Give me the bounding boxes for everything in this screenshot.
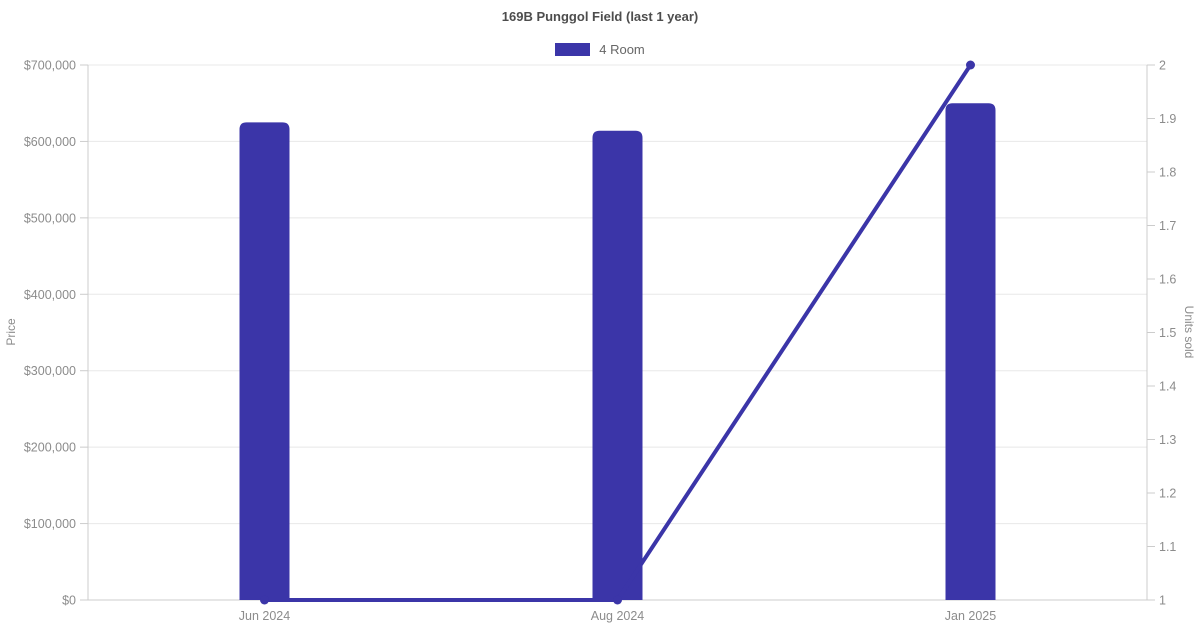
right-axis-tick-label: 1.8 bbox=[1159, 166, 1176, 180]
right-axis-tick-label: 1.4 bbox=[1159, 380, 1176, 394]
right-axis-tick-label: 1.7 bbox=[1159, 219, 1176, 233]
chart-title: 169B Punggol Field (last 1 year) bbox=[501, 9, 699, 24]
x-axis-label: Aug 2024 bbox=[591, 609, 645, 623]
left-axis-tick-label: $300,000 bbox=[24, 364, 76, 378]
right-axis-tick-label: 1.5 bbox=[1159, 326, 1176, 340]
right-axis-title: Units sold bbox=[1182, 305, 1196, 359]
price-bar bbox=[945, 103, 996, 600]
legend-swatch[interactable] bbox=[555, 43, 591, 56]
legend: 4 Room bbox=[0, 42, 1200, 57]
right-axis-tick-label: 1 bbox=[1159, 594, 1166, 608]
right-axis-tick-label: 1.3 bbox=[1159, 433, 1176, 447]
right-axis-tick-label: 1.2 bbox=[1159, 487, 1176, 501]
left-axis-tick-label: $400,000 bbox=[24, 288, 76, 302]
left-axis-tick-label: $500,000 bbox=[24, 211, 76, 225]
left-axis-tick-label: $600,000 bbox=[24, 135, 76, 149]
right-axis-tick-label: 1.6 bbox=[1159, 273, 1176, 287]
units-sold-point bbox=[966, 60, 975, 70]
units-sold-point bbox=[260, 595, 269, 605]
left-axis-tick-label: $0 bbox=[62, 594, 76, 608]
right-axis-tick-label: 1.1 bbox=[1159, 540, 1176, 554]
left-axis-tick-label: $200,000 bbox=[24, 441, 76, 455]
price-bar bbox=[592, 130, 643, 600]
legend-label[interactable]: 4 Room bbox=[599, 42, 645, 57]
right-axis-tick-label: 1.9 bbox=[1159, 112, 1176, 126]
right-axis-tick-label: 2 bbox=[1159, 59, 1166, 73]
left-axis-tick-label: $700,000 bbox=[24, 59, 76, 73]
price-bar bbox=[239, 122, 290, 601]
x-axis-label: Jan 2025 bbox=[945, 609, 996, 623]
units-sold-point bbox=[613, 595, 622, 605]
left-axis-tick-label: $100,000 bbox=[24, 517, 76, 531]
left-axis-title: Price bbox=[4, 318, 18, 346]
x-axis-label: Jun 2024 bbox=[239, 609, 290, 623]
